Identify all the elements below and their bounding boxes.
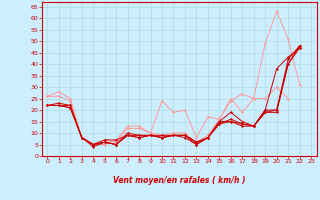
X-axis label: Vent moyen/en rafales ( km/h ): Vent moyen/en rafales ( km/h )	[113, 176, 245, 185]
